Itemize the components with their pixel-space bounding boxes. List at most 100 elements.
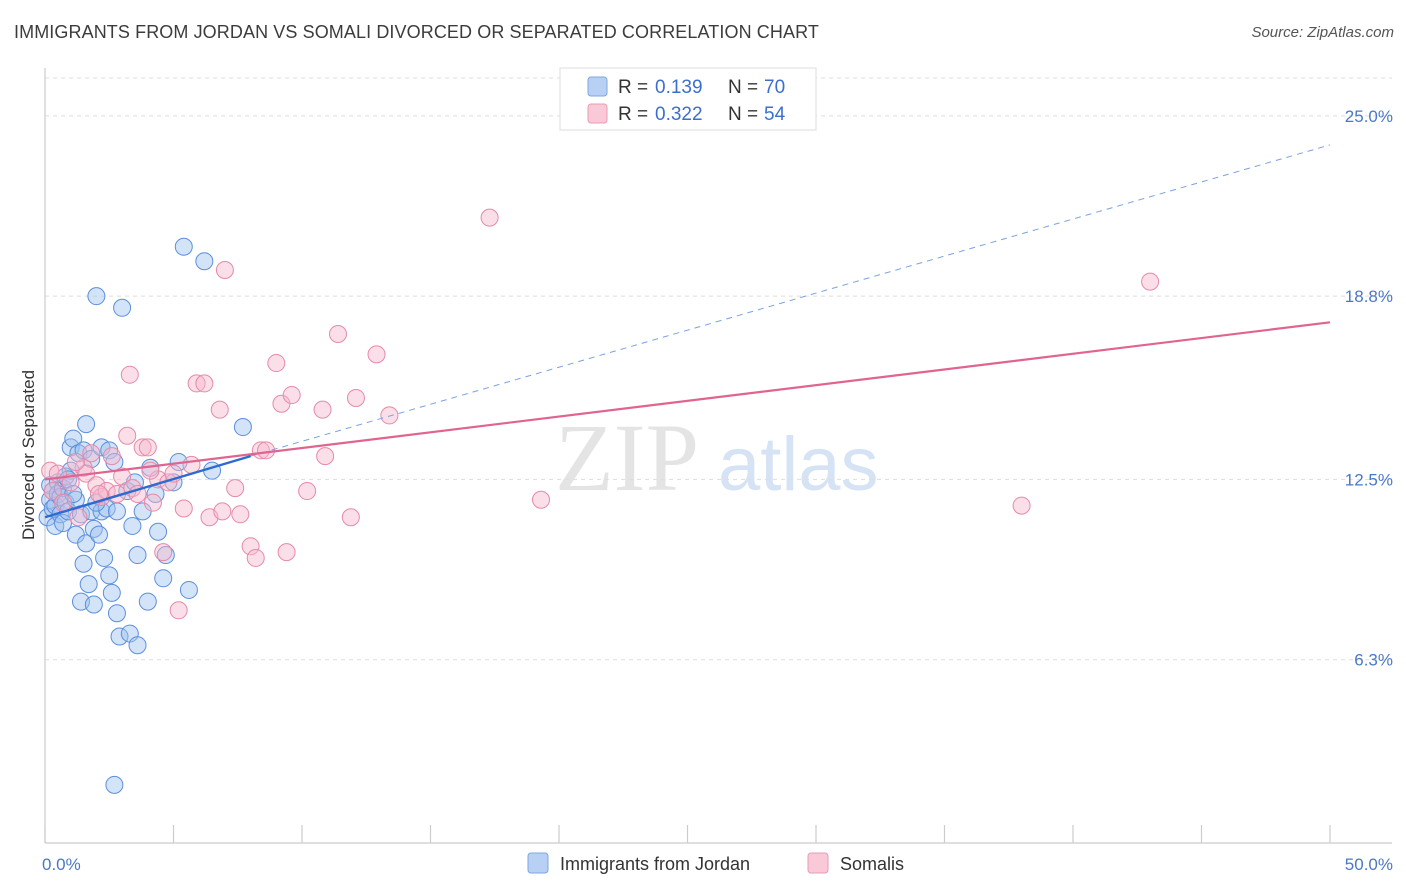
somali-point: [138, 438, 157, 457]
trend-lines: [44, 144, 1331, 519]
jordan-point: [195, 252, 214, 271]
somali-point: [66, 452, 85, 471]
somali-point: [480, 208, 499, 227]
somali-point: [169, 601, 188, 620]
somali-point: [226, 479, 245, 498]
watermark-zip: ZIP: [555, 404, 699, 511]
y-tick-label: 12.5%: [1345, 470, 1393, 489]
legend-n-value-somali: 54: [764, 104, 786, 125]
series-somali-points: [41, 208, 1160, 620]
somali-point: [143, 493, 162, 512]
grid-lines: [45, 77, 1392, 661]
somali-point: [298, 482, 317, 501]
tick-labels: 6.3% 12.5% 18.8% 25.0% 0.0% 50.0%: [42, 107, 1393, 874]
somali-point: [367, 345, 386, 364]
somali-trend-line: [44, 321, 1331, 481]
somali-point: [154, 543, 173, 562]
jordan-point: [95, 548, 114, 567]
chart-title: IMMIGRANTS FROM JORDAN VS SOMALI DIVORCE…: [14, 22, 819, 42]
somali-point: [328, 324, 347, 343]
somali-point: [532, 490, 551, 509]
somali-point: [380, 406, 399, 425]
somali-point: [113, 467, 132, 486]
x-tick-label-min: 0.0%: [42, 855, 81, 874]
jordan-point: [113, 298, 132, 317]
jordan-point: [64, 429, 83, 448]
legend-n-value-jordan: 70: [764, 77, 785, 98]
jordan-point: [110, 627, 129, 646]
y-tick-label: 18.8%: [1345, 287, 1393, 306]
somali-point: [118, 426, 137, 445]
somali-point: [195, 374, 214, 393]
somali-point: [1012, 496, 1031, 515]
jordan-point: [79, 575, 98, 594]
jordan-point: [123, 516, 142, 535]
legend-bottom: Immigrants from Jordan Somalis: [527, 852, 904, 874]
jordan-trend-extension: [250, 144, 1331, 457]
somali-point: [210, 400, 229, 419]
jordan-point: [100, 566, 119, 585]
jordan-point: [74, 554, 93, 573]
watermark-atlas: atlas: [718, 422, 879, 507]
series-jordan-points: [38, 237, 252, 794]
somali-point: [69, 508, 88, 527]
jordan-point: [138, 592, 157, 611]
legend-r-value-jordan: 0.139: [655, 77, 703, 98]
legend-swatch-somali: [587, 103, 608, 124]
bottom-legend-swatch-somali: [807, 852, 829, 874]
legend-r-label-jordan: R =: [618, 77, 648, 98]
legend-top: R = 0.139 N = 70 R = 0.322 N = 54: [559, 67, 817, 131]
jordan-point: [92, 502, 111, 521]
jordan-point: [77, 534, 96, 553]
legend-r-label-somali: R =: [618, 104, 648, 125]
jordan-point: [107, 604, 126, 623]
legend-r-value-somali: 0.322: [655, 104, 703, 125]
somali-point: [231, 505, 250, 524]
jordan-point: [89, 525, 108, 544]
bottom-legend-label-jordan: Immigrants from Jordan: [560, 854, 750, 874]
jordan-point: [107, 502, 126, 521]
somali-point: [277, 543, 296, 562]
legend-n-label-somali: N =: [728, 104, 758, 125]
y-tick-label: 6.3%: [1354, 651, 1393, 670]
y-axis-title: Divorced or Separated: [19, 370, 38, 540]
jordan-point: [154, 569, 173, 588]
jordan-point: [128, 636, 147, 655]
jordan-point: [53, 514, 72, 533]
somali-point: [61, 473, 80, 492]
jordan-point: [102, 583, 121, 602]
jordan-point: [84, 519, 103, 538]
somali-point: [1141, 272, 1160, 291]
somali-point: [282, 386, 301, 405]
jordan-point: [149, 522, 168, 541]
y-tick-label: 25.0%: [1345, 107, 1393, 126]
somali-point: [215, 260, 234, 279]
somali-point: [313, 400, 332, 419]
axes: [44, 68, 1392, 844]
jordan-point: [128, 546, 147, 565]
somali-point: [316, 447, 335, 466]
somali-point: [267, 354, 286, 373]
source-credit: Source: ZipAtlas.com: [1251, 24, 1394, 41]
jordan-point: [84, 595, 103, 614]
somali-point: [346, 388, 365, 407]
jordan-point: [156, 546, 175, 565]
somali-point: [120, 365, 139, 384]
jordan-point: [179, 580, 198, 599]
somali-point: [89, 484, 108, 503]
bottom-legend-swatch-jordan: [527, 852, 549, 874]
somali-point: [82, 444, 101, 463]
somali-point: [213, 502, 232, 521]
somali-point: [53, 493, 72, 512]
jordan-point: [105, 775, 124, 794]
legend-swatch-jordan: [587, 76, 608, 97]
somali-point: [43, 482, 62, 501]
jordan-point: [233, 418, 252, 437]
jordan-point: [174, 237, 193, 256]
somali-point: [246, 548, 265, 567]
jordan-point: [77, 415, 96, 434]
somali-point: [241, 537, 260, 556]
legend-n-label-jordan: N =: [728, 77, 758, 98]
jordan-point: [87, 287, 106, 306]
